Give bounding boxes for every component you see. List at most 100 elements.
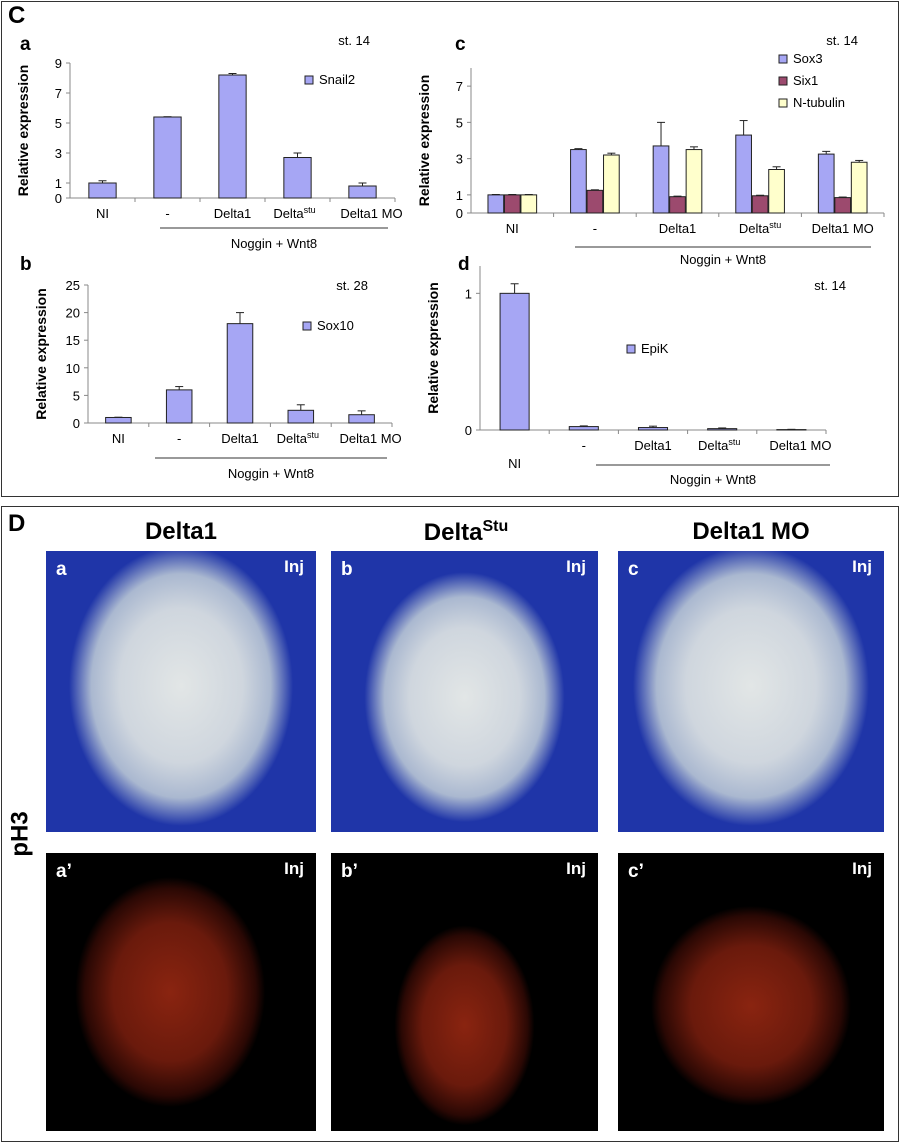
chart-c-x-tick-label: Delta1 MO (812, 221, 874, 236)
chart-a-x-tick-label: - (165, 206, 169, 221)
chart-d-x-tick-label: - (582, 438, 586, 453)
chart-c-legend-label: N-tubulin (793, 95, 845, 110)
chart-c-x-tick-label: Delta1 (659, 221, 697, 236)
row-label-ph3: pH3 (6, 811, 34, 857)
image-label: c (628, 559, 639, 580)
chart-b-y-tick-label: 5 (73, 388, 80, 403)
image-label: c’ (628, 861, 644, 882)
chart-c-bar-sox3 (487, 194, 505, 214)
chart-b-x-tick-label: Delta1 (221, 431, 259, 446)
chart-a-y-tick-label: 5 (55, 116, 62, 131)
chart-d-y-tick-label: 1 (465, 286, 472, 301)
chart-c-legend-label: Sox3 (793, 51, 823, 66)
chart-c-legend-swatch (778, 54, 788, 64)
chart-a-x-tick-label: Delta1 MO (340, 206, 402, 221)
chart-a-bar-snail2 (153, 116, 182, 199)
chart-d-x-tick-label: Delta1 MO (769, 438, 831, 453)
chart-c-bar-sox3 (817, 153, 835, 214)
chart-b-x-tick-label: Deltastu (277, 430, 319, 446)
chart-b-stage: st. 28 (336, 278, 368, 293)
chart-b-y-tick-label: 0 (73, 416, 80, 431)
chart-c-y-tick-label: 1 (456, 188, 463, 203)
fluorescence-image-delta1: a’ Inj (46, 853, 316, 1131)
chart-b-x-tick-label: Delta1 MO (340, 431, 402, 446)
chart-d-x-tick-label: Deltastu (698, 437, 740, 453)
chart-b-y-tick-label: 25 (66, 278, 80, 293)
chart-d-panel-letter: d (458, 254, 470, 275)
chart-c-x-tick-label: - (593, 221, 597, 236)
chart-c-bar-n-tubulin (850, 161, 868, 214)
embryo-image-delta1: a Inj (46, 551, 316, 832)
chart-a-x-tick-label: Deltastu (273, 205, 315, 221)
image-label: a (56, 559, 67, 580)
chart-d-bar-epik (499, 292, 530, 431)
chart-b-y-tick-label: 15 (66, 333, 80, 348)
chart-c-y-tick-label: 0 (456, 206, 463, 221)
chart-b-bar-sox10 (226, 323, 254, 424)
chart-a-bar-snail2 (218, 74, 247, 199)
fluorescence-image-deltastu: b’ Inj (331, 853, 598, 1131)
chart-c-bar-six1 (751, 195, 769, 214)
chart-c-bar-n-tubulin (685, 149, 703, 214)
chart-c-x-tick-label: Deltastu (739, 220, 781, 236)
injected-side-label: Inj (566, 557, 586, 576)
chart-a-bar-snail2 (283, 157, 312, 199)
chart-a-legend-swatch (304, 75, 314, 85)
chart-a-bar-snail2 (348, 185, 377, 199)
chart-a-y-tick-label: 1 (55, 176, 62, 191)
chart-c-x-tick-label: NI (506, 221, 519, 236)
chart-a-x-tick-label: Delta1 (214, 206, 252, 221)
chart-d-stage: st. 14 (814, 278, 846, 293)
panel-c-frame (1, 1, 899, 497)
chart-a-ylabel: Relative expression (15, 65, 31, 197)
chart-c-legend-label: Six1 (793, 73, 818, 88)
chart-c-legend-swatch (778, 98, 788, 108)
chart-c-legend-swatch (778, 76, 788, 86)
chart-c-bar-n-tubulin (603, 154, 620, 214)
chart-c-bar-n-tubulin (768, 169, 785, 214)
chart-b-bar-sox10 (105, 416, 132, 424)
chart-d-legend-label: EpiK (641, 341, 669, 356)
chart-c-y-tick-label: 7 (456, 79, 463, 94)
injected-side-label: Inj (852, 859, 872, 878)
chart-a-y-tick-label: 9 (55, 56, 62, 71)
chart-d-y-tick-label: 0 (465, 423, 472, 438)
chart-b-legend-label: Sox10 (317, 318, 354, 333)
chart-d-legend-swatch (626, 344, 636, 354)
chart-b-x-tick-label: NI (112, 431, 125, 446)
injected-side-label: Inj (284, 557, 304, 576)
chart-d-bar-epik (568, 426, 599, 431)
panel-d-label: D (8, 510, 26, 537)
injected-side-label: Inj (852, 557, 872, 576)
chart-a-y-tick-label: 0 (55, 191, 62, 206)
chart-a-y-tick-label: 3 (55, 146, 62, 161)
chart-d-x-tick-label: NI (508, 456, 521, 471)
chart-c-y-tick-label: 3 (456, 152, 463, 167)
chart-a-panel-letter: a (20, 34, 31, 55)
chart-b-panel-letter: b (20, 254, 32, 275)
chart-d-ylabel: Relative expression (425, 282, 441, 414)
chart-a-legend-label: Snail2 (319, 72, 355, 87)
chart-c-bar-six1 (586, 189, 604, 214)
chart-c-ylabel: Relative expression (416, 75, 432, 207)
panel-d-frame (1, 506, 899, 1142)
chart-b-legend-swatch (302, 321, 312, 331)
chart-c-bar-six1 (503, 194, 521, 214)
column-title-delta1-mo: Delta1 MO (692, 518, 810, 545)
chart-b-ylabel: Relative expression (33, 288, 49, 420)
injected-side-label: Inj (284, 859, 304, 878)
image-label: b’ (341, 861, 358, 882)
chart-b-bar-sox10 (165, 389, 193, 424)
panel-c-label: C (8, 2, 26, 29)
column-title-delta1: Delta1 (144, 518, 218, 545)
chart-b-bar-sox10 (348, 414, 375, 424)
chart-a-x-tick-label: NI (96, 206, 109, 221)
chart-a-group-label: Noggin + Wnt8 (231, 236, 317, 251)
chart-c-y-tick-label: 5 (456, 115, 463, 130)
chart-c-bar-sox3 (652, 145, 670, 214)
chart-b-group-label: Noggin + Wnt8 (228, 466, 314, 481)
chart-c-bar-sox3 (570, 149, 587, 214)
fluorescence-image-delta1-mo: c’ Inj (618, 853, 884, 1131)
